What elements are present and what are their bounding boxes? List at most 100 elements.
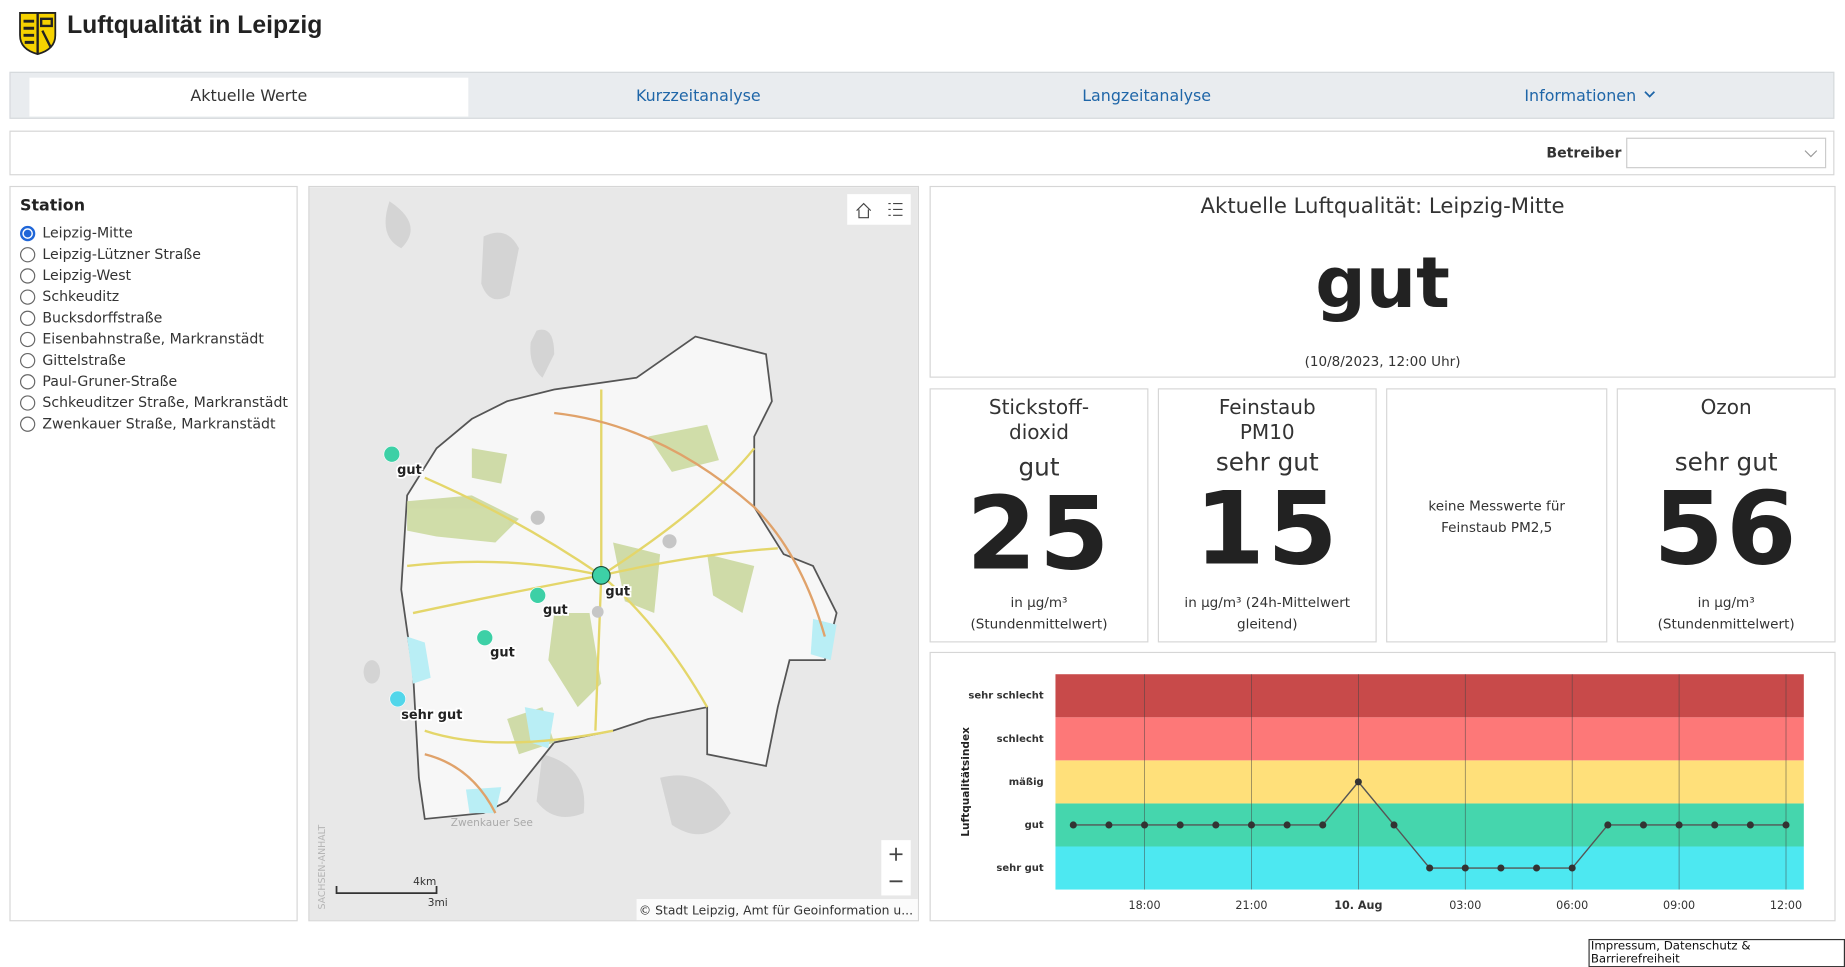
radio[interactable]	[20, 331, 36, 347]
marker-label: gut	[543, 603, 568, 618]
station-option[interactable]: Leipzig-West	[15, 265, 292, 286]
map-marker[interactable]	[389, 690, 406, 708]
tile-value: 56	[1653, 470, 1799, 589]
tab[interactable]: Kurzzeitanalyse	[635, 87, 761, 106]
region-label: SACHSEN-ANHALT	[317, 824, 328, 909]
data-point	[1354, 778, 1362, 786]
summary-panel: Aktuelle Luftqualität: Leipzig-Mitte gut…	[929, 185, 1836, 378]
radio[interactable]	[20, 246, 36, 262]
data-point	[1141, 821, 1149, 829]
data-point	[1319, 821, 1327, 829]
data-point	[1533, 864, 1541, 872]
map-marker[interactable]	[529, 587, 546, 604]
station-name: Bucksdorffstraße	[42, 309, 163, 326]
data-point	[1639, 821, 1647, 829]
footer-link[interactable]: Impressum, Datenschutz & Barrierefreihei…	[1588, 938, 1845, 967]
attribution: © Stadt Leipzig, Amt für Geoinformation …	[639, 903, 913, 917]
filter-select[interactable]	[1626, 137, 1827, 169]
tab-label: Informationen	[1524, 87, 1637, 106]
chart: sehr gut gut mäßig schlecht sehr schlecht 18:…	[960, 674, 1804, 912]
station-name: Leipzig-West	[42, 267, 132, 284]
tile-note: keine Messwerte für Feinstaub PM2,5	[1428, 497, 1565, 536]
chart-panel: sehr gut gut mäßig schlecht sehr schlecht 18:…	[929, 651, 1836, 922]
y-tick-label: gut	[1025, 820, 1044, 831]
map-marker[interactable]	[591, 565, 611, 585]
station-option[interactable]: Schkeuditz	[15, 286, 292, 307]
radio[interactable]	[20, 394, 36, 411]
band	[1055, 674, 1804, 718]
tile-unit: in µg/m³ (Stundenmittelwert)	[1657, 594, 1795, 632]
station-option[interactable]: Schkeuditzer Straße, Markranstädt	[15, 392, 292, 413]
logo	[19, 12, 57, 56]
station-option[interactable]: Gittelstraße	[15, 349, 292, 370]
legend-button[interactable]	[888, 202, 903, 216]
radio[interactable]	[20, 373, 36, 389]
data-point	[1782, 821, 1790, 829]
data-point	[1105, 821, 1113, 829]
station-option[interactable]: Paul-Gruner-Straße	[15, 371, 292, 392]
radio[interactable]	[20, 415, 36, 432]
y-tick-label: sehr gut	[996, 863, 1044, 874]
data-point	[1069, 821, 1077, 829]
radio[interactable]	[20, 352, 36, 368]
zoom-in[interactable]	[889, 847, 903, 861]
station-option[interactable]: Eisenbahnstraße, Markranstädt	[15, 328, 292, 349]
app-title: Luftqualität in Leipzig	[67, 11, 323, 39]
station-name: Schkeuditz	[42, 288, 120, 305]
station-name: Leipzig-Mitte	[42, 224, 133, 242]
tile-value: 25	[966, 475, 1112, 594]
tile: Feinstaub PM10 sehr gut 15 in µg/m³ (24h…	[1157, 388, 1377, 643]
station-name: Paul-Gruner-Straße	[42, 373, 178, 390]
tile: Ozon sehr gut 56 in µg/m³ (Stundenmittel…	[1616, 388, 1836, 643]
data-point	[1283, 821, 1291, 829]
tab[interactable]: Aktuelle Werte	[29, 77, 469, 117]
station-option[interactable]: Zwenkauer Straße, Markranstädt	[15, 413, 292, 434]
radio[interactable]	[20, 288, 36, 305]
map-marker[interactable]	[383, 445, 401, 463]
tile-title: Feinstaub PM10	[1218, 396, 1316, 445]
radio[interactable]	[20, 267, 36, 283]
marker-label: sehr gut	[401, 708, 462, 723]
x-tick-label: 21:00	[1235, 899, 1267, 912]
home-button[interactable]	[856, 202, 872, 219]
station-option[interactable]: Leipzig-Lützner Straße	[15, 244, 292, 265]
data-point	[1390, 821, 1398, 829]
data-point	[1426, 864, 1434, 872]
radio[interactable]	[20, 225, 36, 241]
station-name: Leipzig-Lützner Straße	[42, 245, 201, 263]
tab[interactable]: Informationen	[1357, 78, 1828, 117]
tile-rating: gut	[1018, 453, 1060, 482]
data-point	[1675, 821, 1683, 829]
x-tick-label: 06:00	[1556, 899, 1588, 912]
map: gut gut gut gut sehr gut Zwenkauer See S…	[308, 185, 919, 922]
dropdown-arrow	[1804, 150, 1818, 158]
data-point	[1247, 821, 1255, 829]
station-list: Station Leipzig-Mitte Leipzig-Lützner Str…	[9, 185, 298, 922]
tile-unit: in µg/m³ (Stundenmittelwert)	[970, 594, 1108, 632]
tab-bar: Aktuelle Werte Kurzzeitanalyse Langzeita…	[9, 71, 1835, 119]
summary-rating: gut	[1315, 242, 1450, 325]
y-tick-label: mäßig	[1009, 777, 1044, 788]
station-name: Schkeuditzer Straße, Markranstädt	[42, 394, 288, 411]
radio[interactable]	[20, 310, 36, 326]
band	[1055, 717, 1804, 761]
data-point	[1461, 864, 1469, 872]
y-axis-label: Luftqualitätsindex	[960, 727, 972, 837]
x-tick-label: 18:00	[1128, 899, 1160, 912]
tab[interactable]: Langzeitanalyse	[1082, 87, 1212, 106]
station-option[interactable]: Leipzig-Mitte	[15, 222, 292, 243]
station-items: Leipzig-Mitte Leipzig-Lützner Straße Leipz…	[15, 222, 292, 434]
station-name: Zwenkauer Straße, Markranstädt	[42, 415, 276, 432]
station-name: Eisenbahnstraße, Markranstädt	[42, 330, 264, 348]
map-marker[interactable]	[476, 629, 494, 646]
station-name: Gittelstraße	[42, 351, 126, 369]
data-point	[1746, 821, 1754, 829]
data-point	[1711, 821, 1719, 829]
tile-rating: sehr gut	[1674, 448, 1778, 477]
scale-km: 4km	[413, 876, 436, 888]
station-option[interactable]: Bucksdorffstraße	[15, 307, 292, 328]
x-tick-label: 09:00	[1663, 899, 1695, 912]
summary-timestamp: (10/8/2023, 12:00 Uhr)	[1304, 352, 1461, 370]
tile-value: 15	[1194, 470, 1341, 589]
